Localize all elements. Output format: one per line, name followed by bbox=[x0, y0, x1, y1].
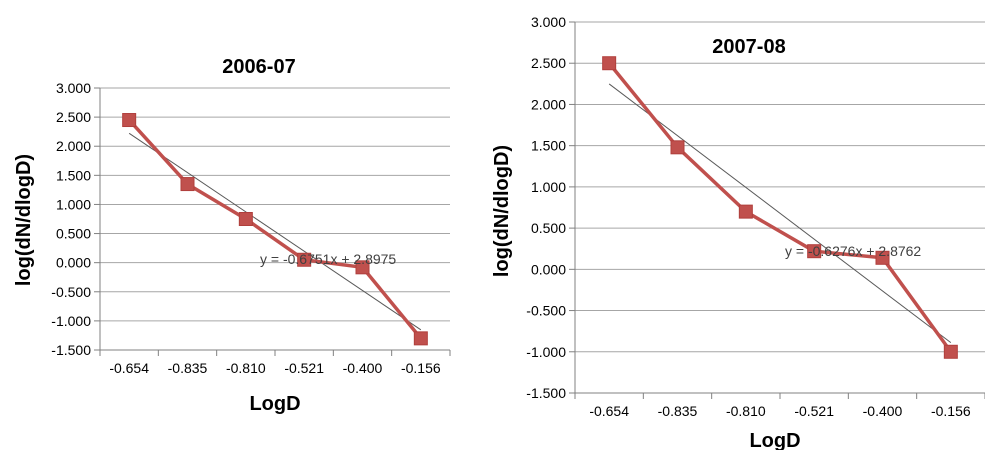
data-point-marker bbox=[875, 250, 890, 265]
x-tick-label: -0.521 bbox=[284, 360, 324, 376]
y-tick-label: -1.000 bbox=[51, 313, 91, 329]
y-tick-label: 1.000 bbox=[531, 179, 566, 195]
gridlines bbox=[100, 87, 450, 322]
x-tick-labels: -0.654 -0.835 -0.810 -0.521 -0.400 -0.156 bbox=[589, 403, 971, 419]
x-tick-label: -0.835 bbox=[658, 403, 698, 419]
chart-2006-07: 3.000 2.500 2.000 1.500 1.000 0.500 0.000 -0.50… bbox=[13, 56, 451, 415]
axes bbox=[569, 21, 985, 399]
data-point-marker bbox=[670, 140, 685, 155]
series-line bbox=[127, 118, 423, 340]
y-tick-label: 0.500 bbox=[531, 220, 566, 236]
trendline-equation: y = -0.6751x + 2.8975 bbox=[260, 251, 396, 267]
data-point-marker bbox=[297, 252, 312, 267]
data-point-marker bbox=[602, 56, 617, 71]
x-tick-label: -0.521 bbox=[794, 403, 834, 419]
chart-title: 2006-07 bbox=[222, 56, 295, 78]
y-tick-label: 0.000 bbox=[531, 261, 566, 277]
trendline bbox=[608, 83, 952, 344]
chart-2007-08: 3.000 2.500 2.000 1.500 1.000 0.500 0.000 -0.50… bbox=[491, 14, 985, 450]
data-point-marker bbox=[943, 344, 958, 359]
trendline bbox=[128, 132, 422, 331]
x-tick-label: -0.810 bbox=[226, 360, 266, 376]
y-tick-label: 2.500 bbox=[56, 109, 91, 125]
x-tick-label: -0.400 bbox=[863, 403, 903, 419]
x-tick-label: -0.156 bbox=[401, 360, 441, 376]
y-tick-label: -1.500 bbox=[526, 385, 566, 401]
y-tick-label: 1.500 bbox=[56, 167, 91, 183]
y-tick-label: 1.500 bbox=[531, 138, 566, 154]
series-line bbox=[607, 62, 953, 353]
y-tick-label: 0.000 bbox=[56, 255, 91, 271]
y-axis-title: log(dN/dlogD) bbox=[491, 145, 513, 277]
data-point-marker bbox=[413, 331, 428, 346]
y-tick-label: 1.000 bbox=[56, 196, 91, 212]
y-tick-label: -0.500 bbox=[526, 303, 566, 319]
axes bbox=[94, 87, 451, 356]
y-tick-label: -1.500 bbox=[51, 342, 91, 358]
data-series bbox=[602, 56, 958, 359]
y-tick-label: 3.000 bbox=[56, 80, 91, 96]
x-tick-label: -0.654 bbox=[589, 403, 629, 419]
x-tick-label: -0.654 bbox=[109, 360, 149, 376]
y-tick-label: 0.500 bbox=[56, 226, 91, 242]
x-tick-labels: -0.654 -0.835 -0.810 -0.521 -0.400 -0.156 bbox=[109, 360, 441, 376]
data-point-marker bbox=[238, 212, 253, 226]
data-point-marker bbox=[355, 260, 370, 275]
x-tick-label: -0.810 bbox=[726, 403, 766, 419]
data-point-marker bbox=[738, 204, 753, 219]
y-tick-label: 2.000 bbox=[56, 138, 91, 154]
y-tick-label: 2.000 bbox=[531, 96, 566, 112]
y-tick-label: 2.500 bbox=[531, 55, 566, 71]
y-tick-label: -0.500 bbox=[51, 284, 91, 300]
data-point-marker bbox=[122, 113, 137, 128]
x-axis-title: LogD bbox=[249, 393, 300, 415]
trendline-equation: y = -0.6276x + 2.8762 bbox=[785, 243, 921, 259]
y-tick-labels: 3.000 2.500 2.000 1.500 1.000 0.500 0.000 -0.50… bbox=[526, 14, 566, 401]
data-point-marker bbox=[180, 177, 195, 192]
x-tick-label: -0.835 bbox=[168, 360, 208, 376]
trendline-line bbox=[608, 83, 952, 344]
chart-title: 2007-08 bbox=[712, 36, 785, 58]
x-tick-label: -0.400 bbox=[343, 360, 383, 376]
y-tick-label: -1.000 bbox=[526, 344, 566, 360]
trendline-line bbox=[128, 132, 422, 331]
gridlines bbox=[575, 21, 985, 353]
data-series bbox=[122, 113, 428, 346]
data-point-marker bbox=[807, 244, 822, 259]
y-tick-label: 3.000 bbox=[531, 14, 566, 30]
x-tick-label: -0.156 bbox=[931, 403, 971, 419]
x-axis-title: LogD bbox=[749, 430, 800, 450]
y-tick-labels: 3.000 2.500 2.000 1.500 1.000 0.500 0.000 -0.50… bbox=[51, 80, 91, 358]
y-axis-title: log(dN/dlogD) bbox=[13, 154, 35, 286]
